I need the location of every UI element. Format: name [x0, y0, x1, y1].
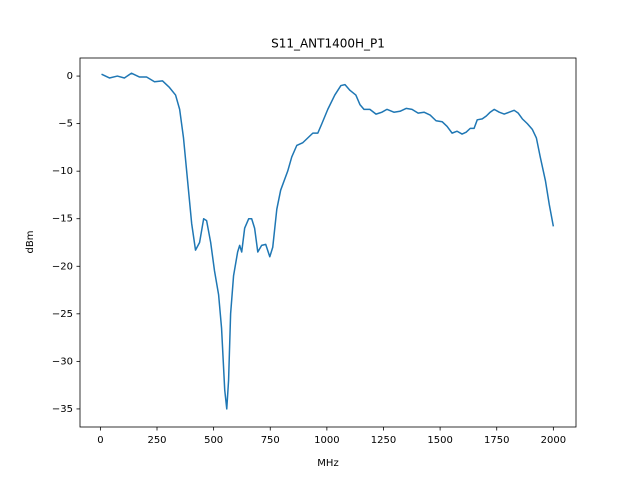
plot-frame: [79, 57, 577, 428]
y-axis-label: dBm: [25, 231, 36, 254]
x-tick-label: 1000: [314, 435, 339, 446]
y-tick-label: −10: [52, 166, 73, 177]
y-tick-label: −35: [52, 404, 73, 415]
x-tick-label: 250: [147, 435, 166, 446]
x-axis-label: MHz: [317, 458, 338, 469]
x-tick-label: 750: [261, 435, 280, 446]
y-tick-label: −5: [58, 119, 73, 130]
chart-title: S11_ANT1400H_P1: [271, 37, 385, 51]
y-tick-label: 0: [67, 71, 73, 82]
x-tick-label: 1250: [371, 435, 396, 446]
data-line: [101, 72, 555, 410]
x-tick-label: 0: [97, 435, 103, 446]
x-tick-label: 2000: [541, 435, 566, 446]
x-tick-label: 1500: [427, 435, 452, 446]
x-tick-label: 1750: [484, 435, 509, 446]
y-tick-label: −20: [52, 261, 73, 272]
y-tick-label: −15: [52, 214, 73, 225]
y-tick-label: −25: [52, 309, 73, 320]
x-tick-label: 500: [204, 435, 223, 446]
y-tick-label: −30: [52, 356, 73, 367]
